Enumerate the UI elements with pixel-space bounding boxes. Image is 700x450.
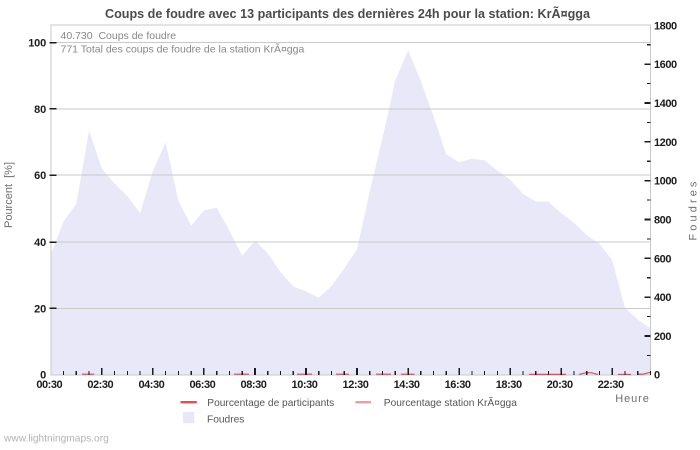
svg-text:1200: 1200	[654, 137, 677, 149]
svg-text:400: 400	[654, 292, 671, 304]
svg-text:Pourcentage de participants: Pourcentage de participants	[207, 398, 334, 409]
svg-text:800: 800	[654, 214, 671, 226]
svg-text:100: 100	[28, 38, 46, 50]
svg-text:0: 0	[654, 370, 660, 382]
svg-text:771 Total des coups de foudre: 771 Total des coups de foudre de la stat…	[61, 42, 305, 55]
svg-text:18:30: 18:30	[496, 379, 522, 391]
svg-text:16:30: 16:30	[445, 379, 471, 391]
svg-text:1800: 1800	[654, 20, 677, 32]
svg-text:02:30: 02:30	[87, 379, 113, 391]
svg-text:22:30: 22:30	[598, 379, 624, 391]
svg-text:20:30: 20:30	[547, 379, 573, 391]
svg-text:Pourcentage station KrÃ¤gga: Pourcentage station KrÃ¤gga	[384, 396, 517, 409]
svg-text:Heure: Heure	[615, 393, 649, 405]
svg-text:1000: 1000	[654, 176, 677, 188]
svg-text:20: 20	[34, 303, 46, 315]
svg-text:40: 40	[34, 237, 46, 249]
svg-text:200: 200	[654, 331, 671, 343]
svg-text:04:30: 04:30	[138, 379, 164, 391]
svg-text:600: 600	[654, 253, 671, 265]
svg-text:60: 60	[34, 170, 46, 182]
svg-text:08:30: 08:30	[241, 379, 267, 391]
svg-text:00:30: 00:30	[36, 379, 62, 391]
svg-text:40.730 Coups de foudre: 40.730 Coups de foudre	[61, 30, 177, 42]
svg-text:Foudres: Foudres	[207, 414, 244, 425]
svg-text:Coups de foudre avec 13 partic: Coups de foudre avec 13 participants des…	[105, 6, 591, 21]
svg-text:1600: 1600	[654, 59, 677, 71]
svg-text:14:30: 14:30	[394, 379, 420, 391]
svg-text:0: 0	[40, 370, 46, 382]
svg-text:www.lightningmaps.org: www.lightningmaps.org	[3, 434, 109, 445]
svg-text:06:30: 06:30	[189, 379, 215, 391]
svg-text:12:30: 12:30	[343, 379, 369, 391]
svg-text:10:30: 10:30	[292, 379, 318, 391]
svg-text:80: 80	[34, 104, 46, 116]
svg-text:Pourcent [%]: Pourcent [%]	[3, 162, 15, 228]
svg-text:Foudres: Foudres	[688, 178, 700, 240]
svg-text:1400: 1400	[654, 98, 677, 110]
